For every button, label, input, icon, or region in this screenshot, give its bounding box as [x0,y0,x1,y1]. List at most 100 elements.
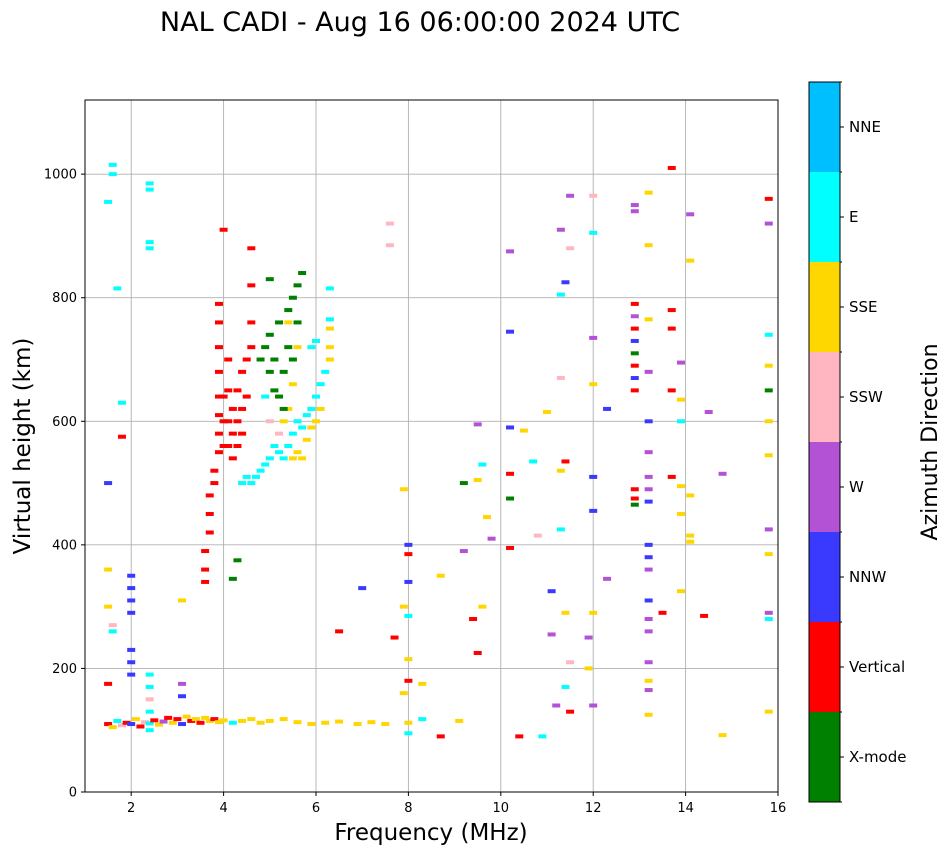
echo-point [127,647,136,652]
echo-point [247,345,256,350]
echo-point [718,471,727,476]
echo-point [279,406,288,411]
echo-point [307,722,316,727]
colorbar-swatch [809,622,840,712]
echo-point [270,388,279,393]
echo-point [104,481,113,486]
echo-point [764,552,773,557]
echo-point [293,450,302,455]
echo-point [676,360,685,365]
echo-point [288,382,297,387]
data-points [104,162,773,739]
echo-point [676,419,685,424]
echo-point [201,579,210,584]
echo-point [686,533,695,538]
echo-point [145,246,154,251]
echo-point [312,419,320,424]
echo-point [219,394,228,399]
echo-point [279,419,288,424]
echo-point [233,558,242,563]
echo-point [205,493,214,498]
echo-point [104,567,113,572]
echo-point [584,635,593,640]
x-tick-label: 16 [770,801,787,816]
colorbar-label: Vertical [849,658,905,676]
echo-point [219,444,228,448]
echo-point [270,357,279,362]
echo-point [667,326,676,331]
echo-point [704,410,713,415]
y-tick-label: 600 [52,415,77,430]
echo-point [293,720,302,725]
echo-point [630,496,639,501]
y-axis-label: Virtual height (km) [10,338,36,555]
echo-point [644,369,653,374]
echo-point [238,481,247,486]
echo-point [205,530,214,535]
echo-point [298,271,307,275]
echo-point [529,459,538,464]
y-tick-label: 800 [52,291,77,306]
echo-point [316,382,325,387]
echo-point [538,734,547,739]
echo-point [630,351,639,356]
echo-point [552,703,561,708]
echo-point [201,567,210,572]
echo-point [686,258,695,263]
echo-point [700,613,709,618]
echo-point [644,190,653,195]
x-tick-label: 6 [312,801,320,816]
echo-point [325,286,334,291]
x-tick-label: 4 [219,801,227,816]
echo-point [584,666,593,671]
echo-point [275,431,284,436]
echo-point [104,199,113,204]
echo-point [302,437,311,442]
echo-point [247,481,256,486]
x-axis-ticks: 2 4 6 8 10 12 14 16 [127,792,786,816]
echo-point [404,579,413,584]
echo-point [325,357,334,362]
echo-point [261,462,270,467]
echo-point [764,388,773,393]
echo-point [275,320,284,325]
echo-point [178,694,187,699]
echo-point [182,714,191,719]
echo-point [201,549,210,554]
echo-point [242,394,251,399]
echo-point [487,536,496,541]
echo-point [279,717,288,722]
echo-point [265,277,274,282]
echo-point [293,345,302,350]
echo-point [298,456,307,461]
echo-point [238,406,247,411]
echo-point [108,172,117,177]
echo-point [404,731,413,736]
echo-point [335,629,344,634]
echo-point [228,720,237,725]
echo-point [478,604,487,609]
echo-point [325,326,334,331]
echo-point [164,715,173,720]
echo-point [214,394,223,399]
echo-point [104,604,113,609]
echo-point [482,515,491,520]
echo-point [108,725,117,730]
echo-point [275,394,284,399]
echo-point [556,527,565,532]
echo-point [219,718,228,723]
echo-point [228,456,237,461]
echo-point [108,623,117,628]
echo-point [399,487,408,492]
echo-point [293,283,302,288]
echo-point [214,369,223,374]
echo-point [298,425,307,430]
echo-point [224,419,233,424]
echo-point [603,406,612,411]
echo-point [686,212,695,217]
echo-point [150,718,159,723]
echo-point [261,345,270,350]
x-tick-label: 14 [677,801,694,816]
colorbar-frame [808,81,841,803]
echo-point [210,468,219,473]
